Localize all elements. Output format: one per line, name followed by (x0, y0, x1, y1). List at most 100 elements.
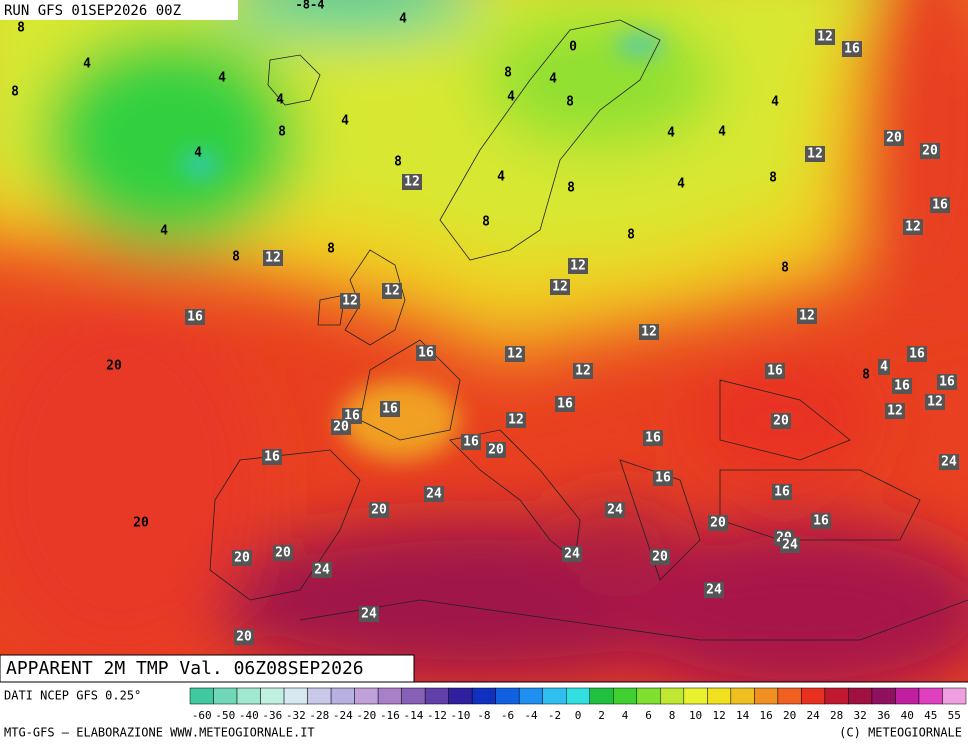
label-box (765, 363, 785, 379)
colorbar-label: -50 (215, 709, 235, 722)
colorbar-swatch (848, 687, 873, 705)
contour-label: 16 (939, 375, 955, 390)
label-box (939, 454, 959, 470)
colorbar-label: 10 (689, 709, 702, 722)
contour-label: 8 (17, 21, 25, 36)
label-box (369, 502, 389, 518)
label-box (772, 484, 792, 500)
colorbar-label: 20 (783, 709, 796, 722)
colorbar-label: -24 (333, 709, 353, 722)
label-box (359, 606, 379, 622)
contour-label: 4 (718, 125, 726, 140)
label-box (903, 219, 923, 235)
contour-label: 8 (232, 250, 240, 265)
contour-label: 20 (234, 551, 250, 566)
label-box (842, 41, 862, 57)
contour-label: 0 (569, 40, 577, 55)
label-box (884, 130, 904, 146)
label-box (878, 359, 890, 375)
colorbar-swatch (565, 687, 591, 705)
contour-label: 16 (813, 514, 829, 529)
label-box (643, 430, 663, 446)
colorbar-swatch (354, 687, 379, 705)
colorbar-label: -20 (356, 709, 376, 722)
contour-label: 20 (275, 546, 291, 561)
colorbar-label: 14 (736, 709, 750, 722)
contour-label: 4 (341, 114, 349, 129)
coastlines (209, 19, 968, 641)
colorbar-label: 0 (575, 709, 582, 722)
colorbar-label: -10 (450, 709, 470, 722)
label-box (811, 513, 831, 529)
contour-label: 20 (106, 359, 122, 374)
colorbar-swatch (918, 687, 943, 705)
contour-label: 4 (160, 224, 168, 239)
colorbar-swatch (871, 687, 896, 705)
colorbar-swatch (613, 687, 638, 705)
contour-label: 16 (187, 310, 203, 325)
colorbar-swatch (942, 687, 967, 705)
contour-label: 20 (773, 414, 789, 429)
contour-label: 8 (482, 215, 490, 230)
top-label: -8-4 (296, 0, 325, 12)
contour-label: 4 (276, 93, 284, 108)
contour-label: 8 (566, 95, 574, 110)
label-box (907, 346, 927, 362)
contour-label: 20 (488, 443, 504, 458)
label-box (653, 470, 673, 486)
contour-label: 24 (941, 455, 957, 470)
colorbar-swatch (283, 687, 308, 705)
label-box (505, 346, 525, 362)
contour-label: 12 (575, 364, 591, 379)
colorbar-label: 28 (830, 709, 843, 722)
label-box (380, 401, 400, 417)
label-box (273, 545, 293, 561)
colorbar-swatch (236, 687, 261, 705)
label-box (312, 562, 332, 578)
label-box (605, 502, 625, 518)
colorbar-swatch (707, 687, 732, 705)
contour-label: 8 (394, 155, 402, 170)
contour-label: 24 (607, 503, 623, 518)
colorbar-label: 2 (598, 709, 605, 722)
colorbar-label: -16 (380, 709, 400, 722)
contour-label: 20 (922, 144, 938, 159)
colorbar-label: 40 (901, 709, 914, 722)
contour-label: 24 (782, 538, 798, 553)
colorbar-label: -6 (501, 709, 514, 722)
contour-label: 20 (886, 131, 902, 146)
colorbar-swatch (471, 687, 496, 705)
contour-label: 16 (894, 379, 910, 394)
contour-label: 8 (327, 242, 335, 257)
label-box (639, 324, 659, 340)
contour-label: 20 (371, 503, 387, 518)
label-box (892, 378, 912, 394)
colorbar-label: -12 (427, 709, 447, 722)
contour-label: 12 (404, 175, 420, 190)
colorbar-label: -14 (403, 709, 423, 722)
contour-label: 4 (667, 126, 675, 141)
label-box (232, 550, 252, 566)
colorbar-label: -8 (477, 709, 490, 722)
colorbar-swatch (424, 687, 449, 705)
label-box (704, 582, 724, 598)
contour-label: 24 (426, 487, 442, 502)
label-box (234, 629, 254, 645)
colorbar-swatch (824, 687, 849, 705)
label-box (555, 396, 575, 412)
label-box (382, 283, 402, 299)
contour-label: 16 (655, 471, 671, 486)
colorbar-label: 36 (877, 709, 890, 722)
contour-label: 16 (557, 397, 573, 412)
contour-label: 16 (909, 347, 925, 362)
colorbar-label: 4 (622, 709, 629, 722)
label-box (340, 293, 360, 309)
contour-label: 8 (11, 85, 19, 100)
contour-label: 20 (710, 516, 726, 531)
colorbar-swatch (660, 687, 685, 705)
contour-label: 20 (333, 420, 349, 435)
contour-label: 8 (769, 171, 777, 186)
colorbar-swatch (895, 687, 920, 705)
contour-label: 8 (504, 66, 512, 81)
